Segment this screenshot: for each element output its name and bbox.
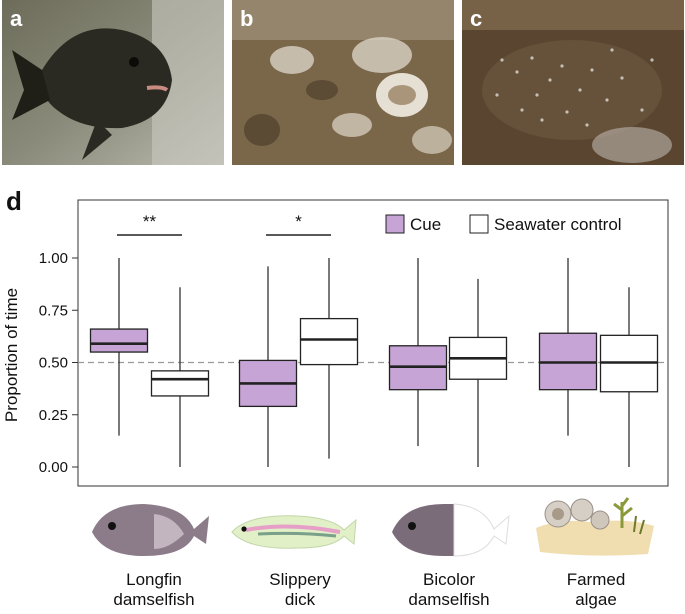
box-cue (538, 258, 598, 436)
y-tick-label: 0.00 (39, 459, 68, 476)
box-iqr (150, 370, 210, 397)
box-control (448, 278, 508, 467)
legend-swatch-control (469, 214, 489, 234)
panel-label-a: a (10, 6, 23, 31)
category-label-bicolor: Bicolor damselfish (408, 570, 490, 609)
significance-annotations: ** * (117, 212, 331, 236)
category-label-longfin: Longfin damselfish (113, 570, 195, 609)
algae-photo (232, 0, 454, 165)
bicolor-damselfish-illustration (392, 503, 510, 557)
algae-farm-photo (462, 0, 684, 165)
plot-frame (77, 199, 669, 487)
damselfish-photo (2, 0, 224, 165)
slippery-dick-illustration (231, 515, 357, 549)
photo-panel-c: c (462, 0, 684, 165)
photo-panel-b: b (232, 0, 454, 165)
box-iqr (89, 328, 149, 353)
box-iqr (299, 317, 359, 366)
legend-label-control: Seawater control (494, 215, 622, 234)
box-control (299, 258, 359, 459)
box-control (599, 287, 659, 467)
legend-swatch-cue (385, 214, 405, 234)
legend-label-cue: Cue (410, 215, 441, 234)
legend: Cue Seawater control (385, 214, 622, 234)
y-tick-label: 0.50 (39, 355, 68, 372)
significance-stars: * (295, 212, 302, 231)
box-cue (238, 266, 298, 467)
y-axis-label: Proportion of time (2, 288, 21, 422)
box-cue (89, 258, 149, 436)
y-tick-label: 0.75 (39, 302, 68, 319)
panel-label-b: b (240, 6, 254, 31)
y-tick-label: 1.00 (39, 250, 68, 267)
longfin-damselfish-illustration (92, 504, 209, 556)
panel-label-d: d (6, 186, 22, 216)
panel-label-c: c (470, 6, 483, 31)
y-tick-label: 0.25 (39, 407, 68, 424)
box-plot-chart: 0.000.250.500.751.00 Proportion of time … (2, 199, 669, 487)
y-axis: 0.00 0.25 0.50 0.75 1.00 (39, 250, 78, 476)
box-cue (388, 258, 448, 447)
category-label-farmed: Farmed algae (566, 570, 626, 609)
category-label-slippery: Slippery dick (269, 570, 331, 609)
photo-panel-a: a (2, 0, 224, 165)
significance-stars: ** (143, 212, 157, 231)
box-series (89, 258, 659, 467)
farmed-algae-illustration (536, 497, 654, 556)
box-control (150, 287, 210, 467)
